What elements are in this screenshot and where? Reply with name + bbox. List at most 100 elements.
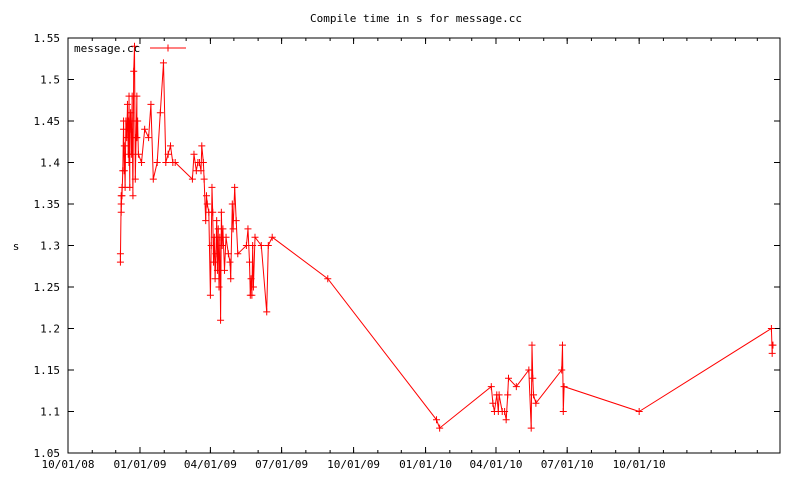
data-point <box>224 250 232 258</box>
y-axis: 1.05 1.1 1.15 1.2 1.25 1.3 1.35 1.4 1.45 1.5 1.55 <box>34 32 780 460</box>
data-point <box>502 416 510 424</box>
y-axis-label: s <box>13 240 20 253</box>
data-point <box>118 192 126 200</box>
data-point <box>217 208 225 216</box>
legend-point-mark <box>164 44 172 52</box>
data-point <box>487 383 495 391</box>
data-point <box>229 225 237 233</box>
data-point <box>512 383 520 391</box>
data-point <box>489 399 497 407</box>
x-tick-label: 04/01/09 <box>184 458 237 471</box>
data-point <box>213 217 221 225</box>
data-point <box>141 125 149 133</box>
series-layer <box>116 42 777 432</box>
data-point <box>558 366 566 374</box>
data-point <box>232 217 240 225</box>
data-point <box>129 192 137 200</box>
data-point <box>436 424 444 432</box>
data-point <box>210 258 218 266</box>
data-point <box>207 242 215 249</box>
data-point <box>202 192 210 200</box>
data-point <box>769 341 777 349</box>
data-point <box>213 266 221 274</box>
data-point <box>159 59 167 67</box>
data-point <box>120 125 128 133</box>
data-point <box>527 424 535 432</box>
data-point <box>190 150 198 158</box>
data-point <box>208 183 216 191</box>
y-tick-label: 1.25 <box>34 281 61 294</box>
data-point <box>532 399 540 407</box>
legend-label: message.cc <box>74 42 140 55</box>
data-point <box>635 408 643 415</box>
data-point <box>131 175 139 183</box>
y-tick-label: 1.2 <box>40 323 60 336</box>
data-point <box>127 150 135 158</box>
data-point <box>226 258 234 266</box>
data-point <box>215 283 223 291</box>
data-point <box>505 374 513 382</box>
data-point <box>153 159 161 166</box>
data-point <box>209 208 217 216</box>
data-point <box>257 242 265 249</box>
x-tick-label: 10/01/08 <box>42 458 95 471</box>
y-tick-label: 1.05 <box>34 447 61 460</box>
data-point <box>558 341 566 349</box>
data-point <box>216 233 224 241</box>
data-point <box>212 250 220 258</box>
y-tick-label: 1.15 <box>34 364 61 377</box>
data-point <box>123 100 131 108</box>
data-point <box>231 183 239 191</box>
data-point <box>217 316 225 324</box>
data-point <box>268 233 276 241</box>
data-point <box>249 242 257 249</box>
data-point <box>203 200 211 208</box>
data-point <box>263 308 271 316</box>
x-tick-label: 10/01/09 <box>327 458 380 471</box>
data-point <box>202 217 210 225</box>
data-point <box>164 150 172 158</box>
data-point <box>125 159 133 166</box>
data-point <box>166 142 174 150</box>
data-point <box>199 159 207 166</box>
data-point <box>133 134 141 142</box>
y-tick-label: 1.1 <box>40 406 60 419</box>
x-tick-label: 01/01/09 <box>113 458 166 471</box>
data-point <box>200 175 208 183</box>
data-point <box>249 283 257 291</box>
data-point <box>126 125 134 133</box>
data-point <box>228 200 236 208</box>
data-point <box>525 366 533 374</box>
data-point <box>222 233 230 241</box>
y-tick-label: 1.55 <box>34 32 61 45</box>
data-point <box>227 275 235 283</box>
data-point <box>767 325 775 332</box>
data-point <box>117 208 125 216</box>
data-point <box>244 225 252 233</box>
x-tick-label: 04/01/10 <box>469 458 522 471</box>
data-point <box>147 100 155 108</box>
y-tick-label: 1.3 <box>40 240 60 253</box>
data-point <box>126 183 134 191</box>
y-tick-label: 1.45 <box>34 115 61 128</box>
data-point <box>234 250 242 258</box>
x-tick-label: 01/01/10 <box>399 458 452 471</box>
data-point <box>324 275 332 283</box>
data-point <box>206 291 214 299</box>
data-point <box>560 383 568 391</box>
data-point <box>130 67 138 75</box>
data-point <box>248 291 256 299</box>
data-point <box>117 200 125 208</box>
data-point <box>197 167 205 175</box>
data-point <box>264 242 272 249</box>
data-point <box>145 134 153 142</box>
chart-title: Compile time in s for message.cc <box>310 12 522 25</box>
data-point <box>530 391 538 399</box>
data-point <box>219 225 227 233</box>
data-point <box>251 233 259 241</box>
data-point <box>116 258 124 266</box>
data-point <box>211 275 219 283</box>
data-point <box>768 349 776 357</box>
data-point <box>127 109 135 117</box>
